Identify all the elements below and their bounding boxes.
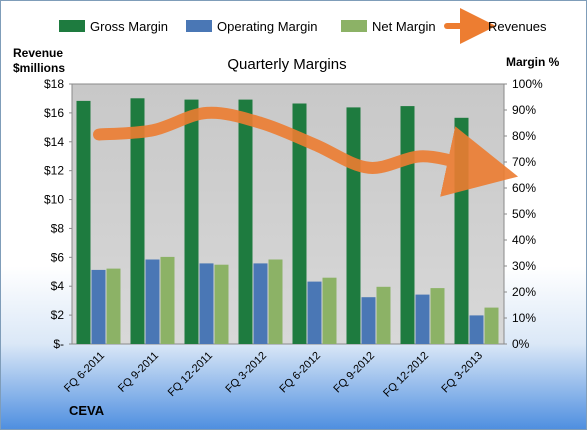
right-tick-label: 90% [512, 103, 536, 117]
revenue-line [93, 106, 519, 197]
bar-net-margin [376, 286, 391, 344]
right-tick-label: 0% [512, 337, 530, 351]
right-tick-label: 60% [512, 181, 536, 195]
bar-operating-margin [91, 269, 106, 344]
left-tick-label: $10 [44, 193, 64, 207]
category-label: FQ 3-2013 [439, 350, 485, 396]
bar-gross-margin [130, 98, 145, 344]
legend: Gross Margin Operating Margin Net Margin… [59, 8, 547, 44]
right-tick-label: 100% [512, 77, 543, 91]
legend-item-operating-margin: Operating Margin [186, 19, 317, 34]
revenue-line-path [93, 106, 519, 197]
left-tick-label: $4 [51, 279, 65, 293]
legend-label-revenues: Revenues [488, 19, 547, 34]
bar-net-margin [322, 277, 337, 344]
bar-net-margin [430, 288, 445, 344]
bar-gross-margin [238, 99, 253, 344]
bar-operating-margin [469, 315, 484, 344]
bar-gross-margin [76, 100, 91, 345]
bars [76, 98, 499, 345]
legend-item-net-margin: Net Margin [341, 19, 436, 34]
left-tick-label: $- [53, 337, 64, 351]
legend-label-operating-margin: Operating Margin [217, 19, 317, 34]
category-label: FQ 9-2011 [116, 350, 161, 395]
right-tick-label: 10% [512, 311, 536, 325]
right-axis-ticks: 0% 10% 20% 30% 40% 50% 60% 70% 80% 90% 100% [504, 77, 543, 351]
right-axis-label: Margin % [506, 55, 560, 69]
right-tick-label: 50% [512, 207, 536, 221]
left-tick-label: $16 [44, 106, 64, 120]
bar-operating-margin [415, 294, 430, 344]
category-label: FQ 6-2012 [277, 350, 323, 396]
bar-gross-margin [292, 103, 307, 344]
left-tick-label: $2 [51, 308, 65, 322]
bar-gross-margin [346, 107, 361, 345]
left-tick-label: $12 [44, 164, 64, 178]
category-label: FQ 9-2012 [331, 350, 377, 396]
left-axis-ticks: $- $2 $4 $6 $8 $10 $12 $14 $16 $18 [44, 77, 72, 351]
left-tick-label: $6 [51, 250, 65, 264]
legend-item-gross-margin: Gross Margin [59, 19, 168, 34]
bar-operating-margin [199, 263, 214, 344]
left-tick-label: $8 [51, 221, 65, 235]
legend-swatch-gross-margin [59, 20, 85, 32]
right-tick-label: 70% [512, 155, 536, 169]
category-label: FQ 6-2011 [62, 350, 107, 395]
left-tick-label: $14 [44, 135, 64, 149]
bar-net-margin [160, 256, 175, 344]
bar-net-margin [484, 307, 499, 344]
legend-swatch-operating-margin [186, 20, 212, 32]
bar-operating-margin [145, 259, 160, 344]
bar-operating-margin [307, 281, 322, 344]
bar-gross-margin [184, 99, 199, 344]
bar-net-margin [214, 264, 229, 344]
category-label: FQ 12-2011 [166, 350, 215, 399]
left-axis-label-line2: $millions [13, 61, 65, 75]
chart-title: Quarterly Margins [227, 56, 346, 73]
bar-net-margin [106, 268, 121, 344]
bar-gross-margin [454, 117, 469, 344]
right-tick-label: 30% [512, 259, 536, 273]
bar-operating-margin [253, 263, 268, 344]
category-labels: FQ 6-2011 FQ 9-2011 FQ 12-2011 FQ 3-2012 FQ … [62, 350, 485, 400]
bar-net-margin [268, 259, 283, 344]
legend-item-revenues: Revenues [444, 8, 547, 44]
category-label: FQ 12-2012 [381, 350, 431, 400]
bar-operating-margin [361, 297, 376, 344]
legend-label-gross-margin: Gross Margin [90, 19, 168, 34]
bar-gross-margin [400, 106, 415, 344]
legend-label-net-margin: Net Margin [372, 19, 436, 34]
right-tick-label: 40% [512, 233, 536, 247]
right-tick-label: 80% [512, 129, 536, 143]
left-axis-label-line1: Revenue [13, 46, 63, 60]
legend-swatch-net-margin [341, 20, 367, 32]
category-label: FQ 3-2012 [223, 350, 269, 396]
right-tick-label: 20% [512, 285, 536, 299]
left-tick-label: $18 [44, 77, 64, 91]
company-label: CEVA [69, 403, 105, 418]
